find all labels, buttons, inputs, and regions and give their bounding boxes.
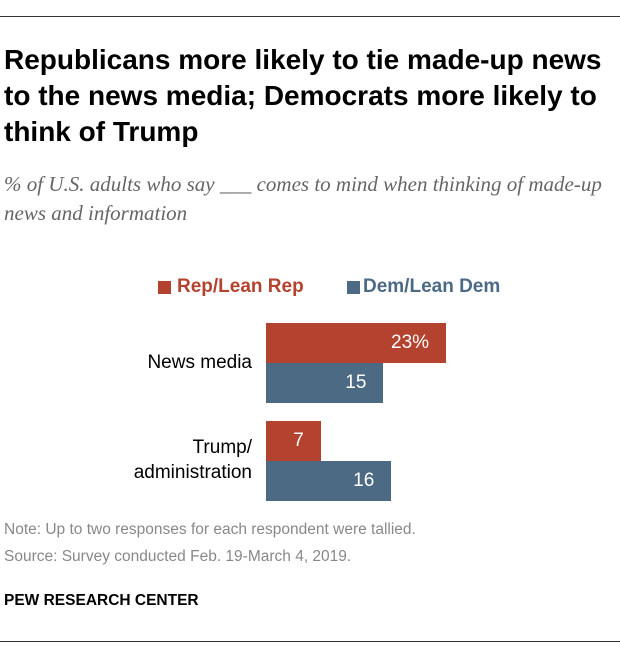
data-label-rep-1: 7	[293, 430, 304, 451]
brand-logo-text: PEW RESEARCH CENTER	[4, 592, 199, 609]
top-rule	[0, 16, 620, 17]
legend-label-rep: Rep/Lean Rep	[177, 276, 304, 297]
legend-swatch-dem	[347, 280, 360, 294]
data-label-dem-1: 16	[353, 470, 375, 491]
legend-rep: Rep/Lean Rep	[158, 276, 304, 298]
chart-subtitle: % of U.S. adults who say ___ comes to mi…	[4, 172, 602, 225]
bottom-rule	[0, 641, 620, 642]
bar-rep-0	[266, 323, 447, 363]
data-label-dem-0: 15	[345, 372, 367, 393]
bar-dem-1	[266, 461, 392, 501]
bar-dem-0	[266, 363, 384, 403]
legend-dem: Dem/Lean Dem	[347, 276, 500, 298]
bar-rep-1	[266, 421, 321, 461]
category-label-trump: Trump/ administration	[133, 437, 252, 483]
source: Source: Survey conducted Feb. 19-March 4…	[4, 548, 352, 565]
chart-title: Republicans more likely to tie made-up n…	[4, 44, 602, 147]
data-label-rep-0: 23%	[391, 332, 430, 353]
category-label-news-media: News media	[147, 352, 252, 373]
legend-label-dem: Dem/Lean Dem	[363, 276, 501, 297]
note: Note: Up to two responses for each respo…	[4, 521, 416, 538]
legend-swatch-rep	[158, 280, 171, 294]
